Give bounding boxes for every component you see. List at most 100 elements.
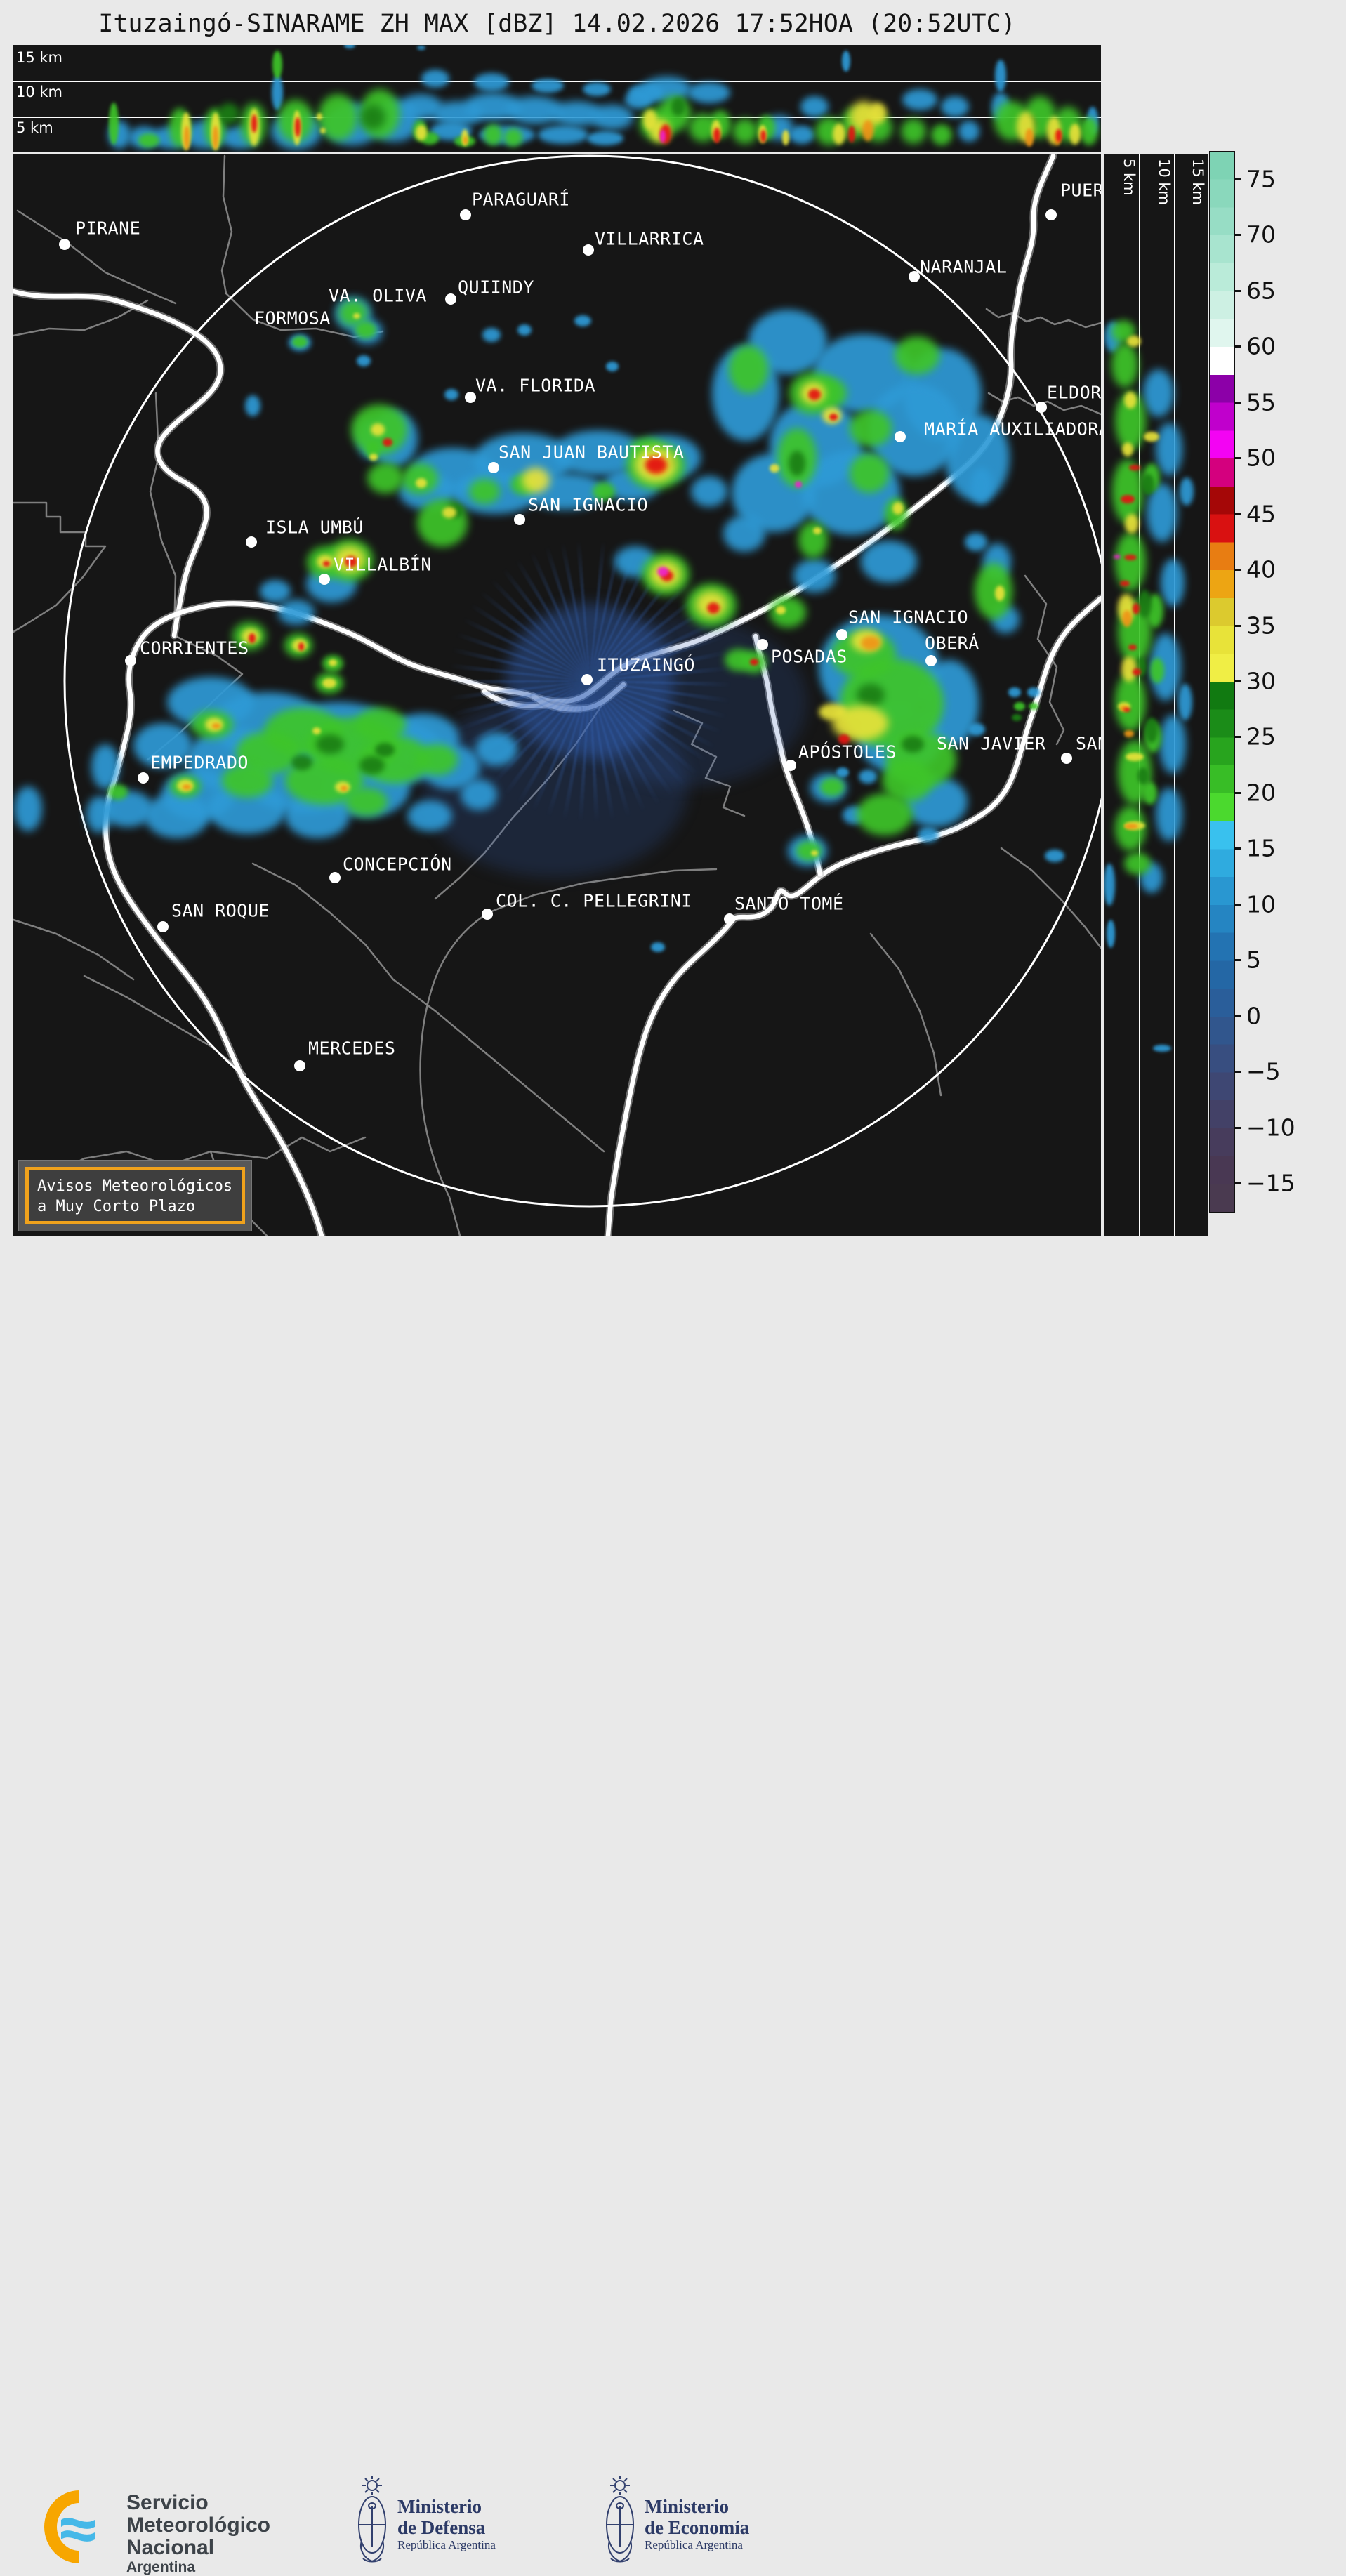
echo-blob [484,124,502,145]
echo-blob [1156,423,1182,476]
echo-blob [1029,703,1038,710]
echo-blob [91,744,119,789]
echo-blob [789,126,814,144]
echo-blob [660,130,666,143]
echo-blob [671,98,685,116]
city-label: SANTO TOMÉ [734,893,844,914]
city-dot [1061,753,1072,764]
city-dot [514,514,525,525]
echo-blob [375,743,395,757]
colorbar-tick [1234,513,1241,515]
echo-blob [606,362,619,371]
river [753,633,823,877]
economia-line3: República Argentina [645,2538,743,2551]
echo-blob [1125,514,1139,534]
echo-blob [1178,684,1192,720]
echo-blob [1180,477,1194,506]
river [13,289,223,638]
city-dot [482,909,493,920]
river [605,595,1101,1236]
city-dot [465,392,476,403]
echo-blob [1121,656,1137,682]
colorbar-tick [1234,401,1241,404]
echo-blob [407,800,452,831]
echo-blob [970,468,993,504]
echo-blob [345,556,357,567]
echo-blob [813,527,822,534]
city-label: EMPEDRADO [150,752,249,773]
footer: Servicio Meteorológico Nacional Argentin… [0,1236,1346,2575]
echo-blob [833,124,845,145]
city-dot [488,462,499,473]
echo-blob [1144,432,1159,442]
echo-blob [651,942,665,952]
economia-line2: de Economía [645,2517,750,2538]
echo-blob [1014,702,1025,711]
echo-blob [109,103,119,145]
city-dot [583,244,594,256]
echo-blob [625,91,653,109]
colorbar-tick-label: 55 [1246,388,1276,416]
colorbar-tick-label: −10 [1246,1114,1295,1142]
echo-blob [750,659,758,666]
province-boundary [13,918,135,981]
echo-blob [1045,850,1064,862]
echo-blob [1121,495,1135,503]
top-height-label: 5 km [16,119,53,136]
echo-blob [444,389,458,400]
echo-blob [517,324,532,336]
city-label: ITUZAINGÓ [597,654,695,675]
echo-blob [1126,753,1144,761]
page-title: Ituzaingó-SINARAME ZH MAX [dBZ] 14.02.20… [98,10,1016,38]
echo-blob [461,779,497,810]
echo-blob [902,736,924,753]
echo-blob [901,119,926,144]
echo-blob [796,841,822,861]
echo-blob [811,850,818,856]
echo-blob [367,463,404,494]
defensa-line1: Ministerio [397,2496,482,2517]
echo-blob [965,533,987,551]
province-boundary [869,932,942,1097]
colorbar-tick-label: 75 [1246,165,1276,193]
echo-blob [421,70,449,88]
echo-blob [770,464,779,473]
echo-blob [316,734,344,754]
echo-blob [1143,782,1157,805]
echo-blob [1027,687,1040,697]
colorbar-tick-label: 60 [1246,332,1276,360]
echo-blob [371,423,385,436]
echo-blob [1142,474,1154,495]
echo-blob [789,451,805,476]
echo-blob [292,336,308,348]
city-label: SAN JAVIER [937,733,1046,754]
echo-blob [861,636,880,650]
echo-blob [1153,1045,1171,1052]
echo-blob [474,73,509,91]
warning-banner-text: Avisos Meteorológicos a Muy Corto Plazo [25,1167,245,1224]
echo-blob [1128,645,1137,650]
city-label: APÓSTOLES [798,741,897,762]
city-label: QUIINDY [458,277,534,298]
echo-blob [593,482,615,501]
echo-blob [838,734,850,744]
echo-blob [862,120,873,141]
smn-logo [44,2490,95,2563]
echo-blob [848,126,855,143]
top-height-label: 15 km [16,49,63,66]
echo-blob [272,75,283,110]
city-dot [909,271,920,282]
smn-name-line1: Servicio [126,2491,209,2514]
colorbar-tick-label: 70 [1246,220,1276,249]
echo-blob [1145,718,1158,743]
echo-blob [645,456,666,473]
echo-blob [829,414,838,421]
echo-blob [482,328,501,342]
echo-blob [522,468,550,493]
city-label: SAN IGNACIO [848,607,969,628]
city-label: PARAGUARÍ [472,189,570,210]
echo-blob [133,723,192,768]
echo-blob [475,732,517,766]
colorbar-tick [1234,345,1241,348]
city-label: PIRANE [75,218,141,239]
